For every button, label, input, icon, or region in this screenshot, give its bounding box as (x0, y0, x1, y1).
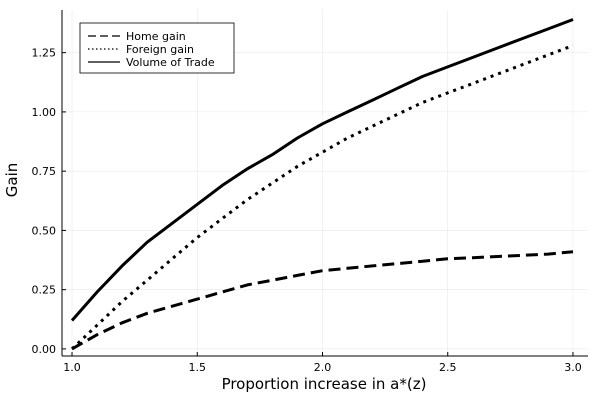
x-tick-label: 1.5 (189, 361, 207, 374)
y-axis-title: Gain (3, 163, 21, 198)
x-tick-label: 2.0 (314, 361, 332, 374)
y-tick-label: 0.75 (32, 165, 57, 178)
x-axis-title: Proportion increase in a*(z) (222, 375, 427, 393)
y-tick-label: 0.50 (32, 224, 57, 237)
series-layer (70, 18, 574, 351)
series-line-foreign-gain (70, 44, 574, 350)
legend-box (79, 22, 235, 74)
x-tick-label: 1.0 (63, 361, 81, 374)
x-tick-label: 3.0 (564, 361, 582, 374)
y-tick-label: 1.00 (32, 106, 57, 119)
tick-labels: 1.0 1.5 2.0 2.5 3.0 0.00 0.25 0.50 0.75 1.00 1.25 (32, 47, 582, 374)
grid-lines (62, 10, 588, 356)
y-tick-label: 0.00 (32, 343, 57, 356)
axes (61, 10, 588, 357)
series-line-volume-of-trade (70, 18, 574, 322)
legend-label-volume-of-trade: Volume of Trade (126, 56, 215, 69)
y-tick-label: 1.25 (32, 47, 57, 60)
series-line-home-gain (71, 250, 574, 351)
y-tick-label: 0.25 (32, 284, 57, 297)
legend-label-foreign-gain: Foreign gain (126, 43, 194, 56)
legend-label-home-gain: Home gain (126, 30, 186, 43)
legend: Home gain Foreign gain Volume of Trade (79, 22, 235, 74)
x-tick-label: 2.5 (439, 361, 457, 374)
